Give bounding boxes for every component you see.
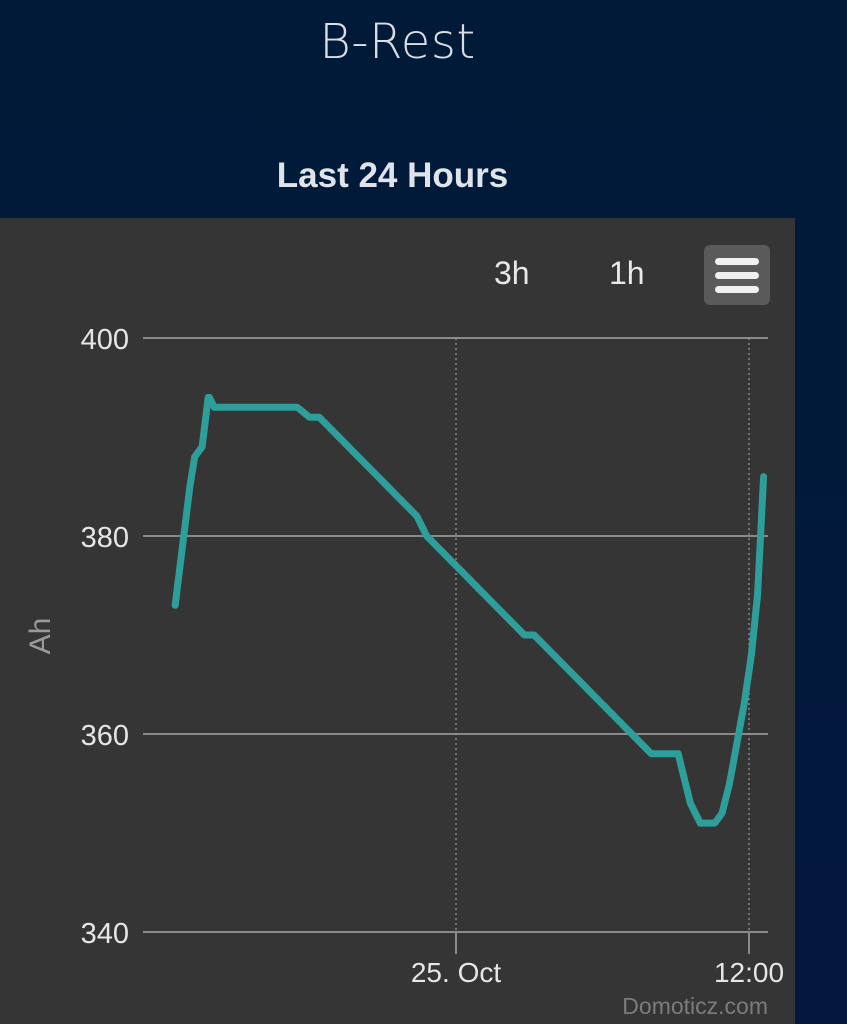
x-tick-label: 25. Oct <box>411 957 501 988</box>
x-grid-lines <box>455 338 750 954</box>
chart-subtitle: Last 24 Hours <box>276 156 509 195</box>
x-tick-labels: 25. Oct 12:00 <box>411 957 784 988</box>
y-tick-label: 360 <box>81 720 129 752</box>
y-tick-label: 340 <box>81 918 129 950</box>
y-tick-labels: 400 380 360 340 <box>81 324 129 950</box>
x-tick-label: 12:00 <box>714 957 784 988</box>
y-tick-label: 400 <box>81 324 129 356</box>
app-title: B-Rest <box>319 14 476 70</box>
credits-link[interactable]: Domoticz.com <box>622 993 768 1019</box>
zoom-1h-button[interactable]: 1h <box>609 255 645 291</box>
chart-panel <box>0 218 795 1024</box>
y-tick-label: 380 <box>81 522 129 554</box>
series-layer <box>171 393 768 827</box>
zoom-3h-button[interactable]: 3h <box>494 255 530 291</box>
y-axis-label: Ah <box>24 618 57 655</box>
series-line <box>171 393 768 827</box>
hamburger-menu-icon[interactable] <box>704 245 770 305</box>
